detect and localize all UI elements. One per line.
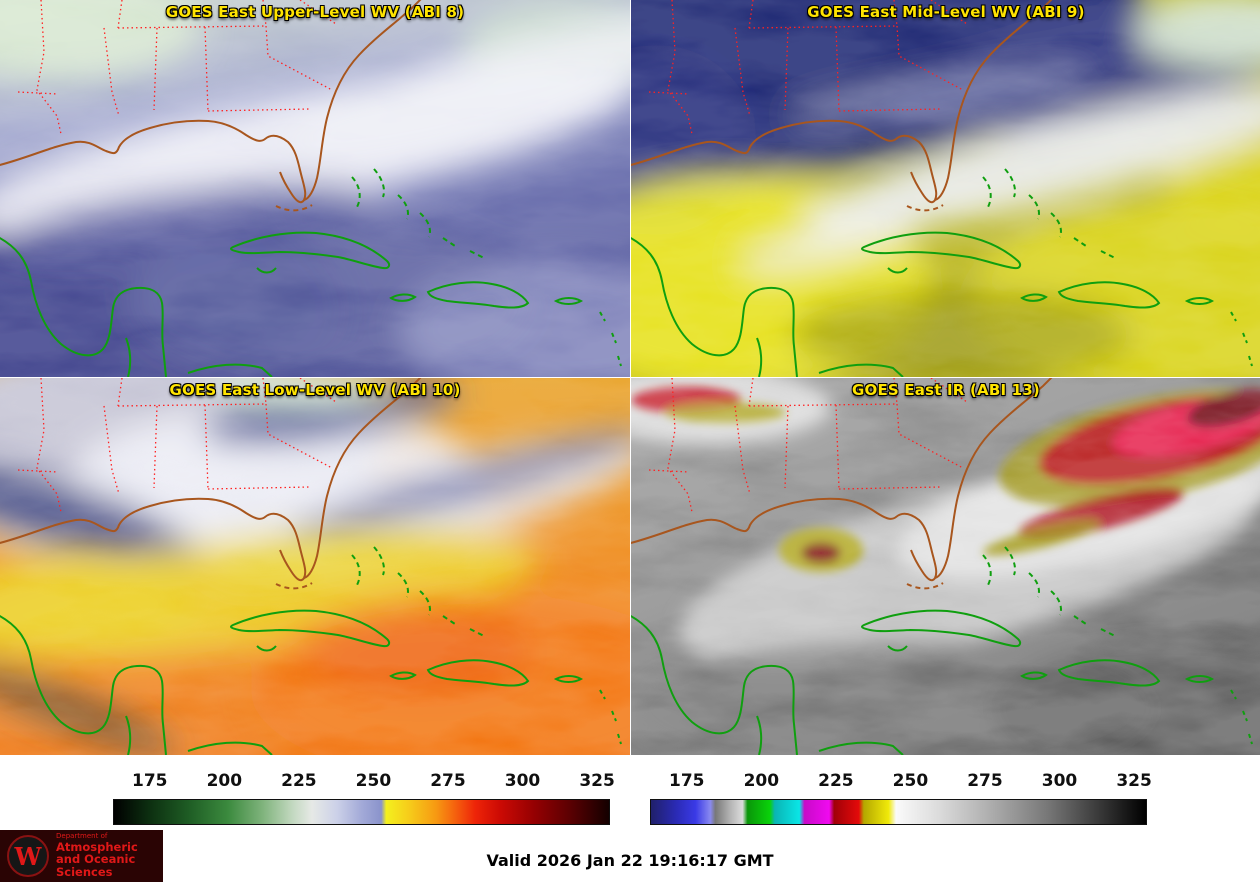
tick-label: 250 [355, 771, 392, 791]
tick-label: 325 [579, 771, 615, 791]
tick-label: 225 [818, 771, 854, 791]
satellite-image-ir [631, 378, 1260, 755]
logo-line-2: Atmospheric [56, 839, 138, 854]
panel-title-ir: GOES East IR (ABI 13) [851, 381, 1040, 399]
tick-label: 300 [1041, 771, 1078, 791]
tick-label: 300 [504, 771, 541, 791]
panel-low-wv: GOES East Low-Level WV (ABI 10) [0, 378, 630, 755]
ir-colorbar-group: 175 200 225 250 275 300 325 [650, 769, 1152, 825]
panel-mid-wv: GOES East Mid-Level WV (ABI 9) [631, 0, 1260, 377]
satellite-image-mid-wv [631, 0, 1260, 377]
tick-label: 175 [669, 771, 705, 791]
tick-label: 250 [892, 771, 929, 791]
tick-label: 200 [206, 771, 243, 791]
colorbar-row: 175 200 225 250 275 300 325 175 200 225 … [0, 769, 1260, 825]
tick-label: 275 [967, 771, 1003, 791]
tick-label: 175 [132, 771, 168, 791]
wv-colorbar [113, 799, 610, 825]
uw-crest-icon: W [7, 835, 49, 877]
logo-line-3: and Oceanic Sciences [56, 852, 136, 880]
tick-label: 200 [743, 771, 780, 791]
wv-colorbar-ticks: 175 200 225 250 275 300 325 [113, 769, 615, 797]
wv-colorbar-group: 175 200 225 250 275 300 325 [113, 769, 615, 825]
logo-line-1: Department of [56, 831, 108, 840]
uw-aos-logo: W Department of Atmospheric and Oceanic … [0, 830, 163, 882]
panel-upper-wv: GOES East Upper-Level WV (ABI 8) [0, 0, 630, 377]
satellite-image-low-wv [0, 378, 630, 755]
valid-time: Valid 2026 Jan 22 19:16:17 GMT [486, 851, 774, 870]
satellite-image-upper-wv [0, 0, 630, 377]
panel-title-low-wv: GOES East Low-Level WV (ABI 10) [169, 381, 461, 399]
ir-colorbar [650, 799, 1147, 825]
ir-colorbar-ticks: 175 200 225 250 275 300 325 [650, 769, 1152, 797]
crest-letter: W [14, 841, 42, 871]
panel-title-upper-wv: GOES East Upper-Level WV (ABI 8) [165, 3, 465, 21]
logo-text: Department of Atmospheric and Oceanic Sc… [56, 831, 156, 880]
panel-title-mid-wv: GOES East Mid-Level WV (ABI 9) [807, 3, 1085, 21]
tick-label: 325 [1116, 771, 1152, 791]
panel-ir: GOES East IR (ABI 13) [631, 378, 1260, 755]
tick-label: 275 [430, 771, 466, 791]
tick-label: 225 [281, 771, 317, 791]
panel-grid: GOES East Upper-Level WV (ABI 8) [0, 0, 1260, 755]
